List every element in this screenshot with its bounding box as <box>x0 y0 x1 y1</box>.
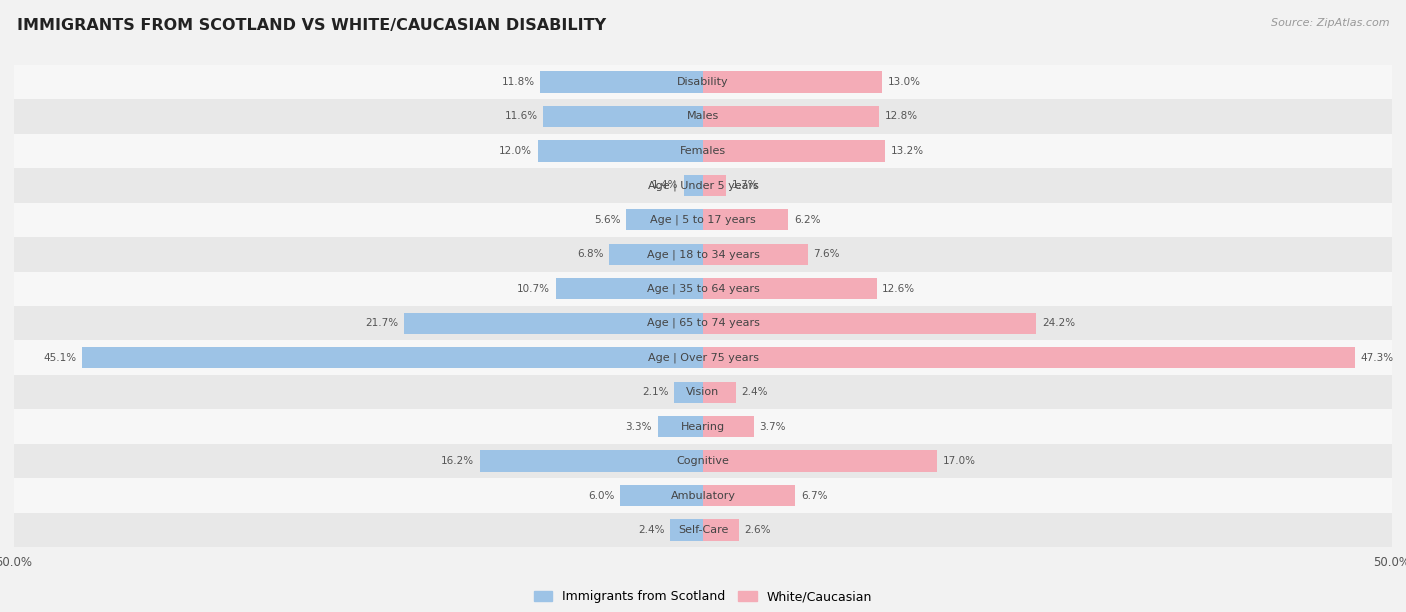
Bar <box>14 65 1392 99</box>
Text: 13.2%: 13.2% <box>890 146 924 156</box>
Bar <box>14 99 1392 133</box>
Bar <box>703 209 789 231</box>
Bar <box>703 140 884 162</box>
Bar <box>658 416 703 438</box>
Bar <box>82 347 703 368</box>
Text: Age | Over 75 years: Age | Over 75 years <box>648 353 758 363</box>
Bar <box>620 485 703 506</box>
Bar <box>14 340 1392 375</box>
Text: 6.0%: 6.0% <box>589 491 614 501</box>
Text: 6.7%: 6.7% <box>801 491 827 501</box>
Text: 5.6%: 5.6% <box>593 215 620 225</box>
Text: Age | 5 to 17 years: Age | 5 to 17 years <box>650 215 756 225</box>
Bar <box>14 409 1392 444</box>
Bar <box>683 174 703 196</box>
Bar <box>14 168 1392 203</box>
Bar <box>14 203 1392 237</box>
Bar <box>14 444 1392 479</box>
Bar <box>479 450 703 472</box>
Text: Ambulatory: Ambulatory <box>671 491 735 501</box>
Bar <box>703 71 882 92</box>
Text: 11.8%: 11.8% <box>502 77 534 87</box>
Text: 2.1%: 2.1% <box>643 387 669 397</box>
Bar <box>14 133 1392 168</box>
Text: 6.2%: 6.2% <box>794 215 821 225</box>
Text: Age | 35 to 64 years: Age | 35 to 64 years <box>647 283 759 294</box>
Text: 6.8%: 6.8% <box>578 249 603 259</box>
Bar <box>703 485 796 506</box>
Text: 1.4%: 1.4% <box>652 181 678 190</box>
Text: 3.7%: 3.7% <box>759 422 786 431</box>
Text: Males: Males <box>688 111 718 121</box>
Bar <box>609 244 703 265</box>
Text: Vision: Vision <box>686 387 720 397</box>
Text: 24.2%: 24.2% <box>1042 318 1076 328</box>
Bar <box>14 306 1392 340</box>
Bar <box>703 174 727 196</box>
Bar <box>14 479 1392 513</box>
Bar <box>703 244 807 265</box>
Bar <box>404 313 703 334</box>
Legend: Immigrants from Scotland, White/Caucasian: Immigrants from Scotland, White/Caucasia… <box>529 585 877 608</box>
Bar <box>14 237 1392 272</box>
Text: Self-Care: Self-Care <box>678 525 728 535</box>
Text: 21.7%: 21.7% <box>366 318 398 328</box>
Text: 1.7%: 1.7% <box>733 181 758 190</box>
Text: Source: ZipAtlas.com: Source: ZipAtlas.com <box>1271 18 1389 28</box>
Bar <box>703 416 754 438</box>
Text: 2.4%: 2.4% <box>741 387 768 397</box>
Bar <box>703 520 738 541</box>
Text: 47.3%: 47.3% <box>1360 353 1393 363</box>
Bar <box>626 209 703 231</box>
Bar <box>543 106 703 127</box>
Text: 10.7%: 10.7% <box>517 284 550 294</box>
Text: 2.4%: 2.4% <box>638 525 665 535</box>
Text: Hearing: Hearing <box>681 422 725 431</box>
Bar <box>669 520 703 541</box>
Text: 11.6%: 11.6% <box>505 111 537 121</box>
Bar <box>703 313 1036 334</box>
Text: Age | 65 to 74 years: Age | 65 to 74 years <box>647 318 759 329</box>
Text: IMMIGRANTS FROM SCOTLAND VS WHITE/CAUCASIAN DISABILITY: IMMIGRANTS FROM SCOTLAND VS WHITE/CAUCAS… <box>17 18 606 34</box>
Bar <box>703 278 876 299</box>
Bar <box>14 375 1392 409</box>
Text: Age | 18 to 34 years: Age | 18 to 34 years <box>647 249 759 259</box>
Text: 3.3%: 3.3% <box>626 422 652 431</box>
Bar <box>703 450 938 472</box>
Bar <box>14 513 1392 547</box>
Text: 12.0%: 12.0% <box>499 146 531 156</box>
Text: 16.2%: 16.2% <box>441 456 474 466</box>
Bar <box>703 106 879 127</box>
Text: Cognitive: Cognitive <box>676 456 730 466</box>
Text: 13.0%: 13.0% <box>887 77 921 87</box>
Bar <box>673 381 703 403</box>
Bar <box>703 381 737 403</box>
Bar <box>555 278 703 299</box>
Bar <box>14 272 1392 306</box>
Text: 12.6%: 12.6% <box>882 284 915 294</box>
Bar <box>703 347 1355 368</box>
Text: 17.0%: 17.0% <box>943 456 976 466</box>
Text: 45.1%: 45.1% <box>44 353 76 363</box>
Text: 2.6%: 2.6% <box>744 525 770 535</box>
Bar <box>537 140 703 162</box>
Bar <box>540 71 703 92</box>
Text: Females: Females <box>681 146 725 156</box>
Text: Age | Under 5 years: Age | Under 5 years <box>648 180 758 190</box>
Text: 7.6%: 7.6% <box>813 249 839 259</box>
Text: 12.8%: 12.8% <box>884 111 918 121</box>
Text: Disability: Disability <box>678 77 728 87</box>
